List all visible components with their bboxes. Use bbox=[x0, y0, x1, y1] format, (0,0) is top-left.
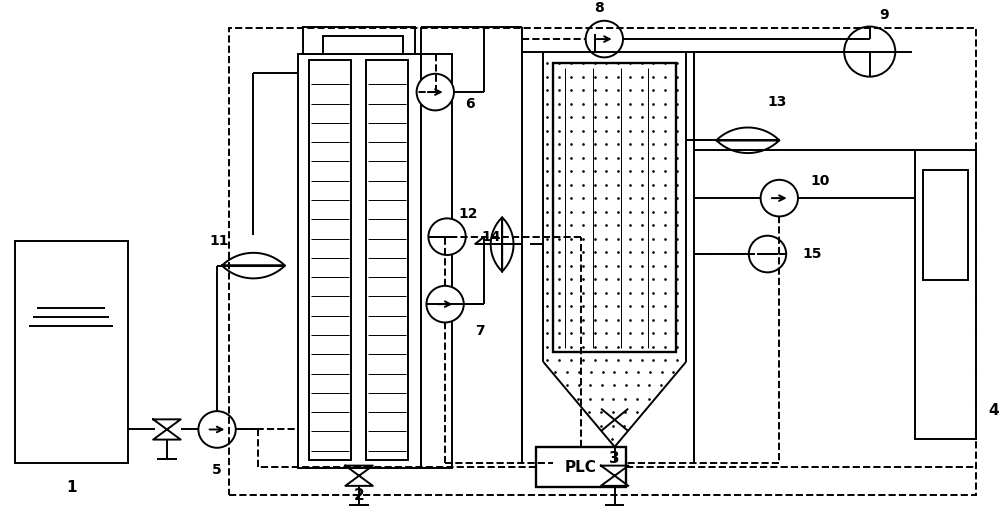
Circle shape bbox=[586, 21, 623, 58]
Circle shape bbox=[844, 26, 895, 77]
Text: 14: 14 bbox=[482, 230, 501, 244]
Text: 2: 2 bbox=[354, 487, 364, 502]
Text: 9: 9 bbox=[880, 8, 889, 22]
Bar bbox=[309, 60, 351, 460]
Text: 12: 12 bbox=[458, 207, 477, 221]
Text: 1: 1 bbox=[66, 480, 76, 495]
Bar bbox=[536, 447, 626, 487]
Text: 10: 10 bbox=[811, 174, 830, 188]
Bar bbox=[923, 170, 968, 280]
Circle shape bbox=[417, 74, 454, 111]
Circle shape bbox=[198, 411, 236, 448]
Bar bbox=[366, 60, 408, 460]
Circle shape bbox=[761, 180, 798, 216]
Text: 8: 8 bbox=[595, 1, 604, 15]
Text: 15: 15 bbox=[802, 247, 821, 261]
Bar bbox=[303, 26, 415, 53]
Text: 7: 7 bbox=[475, 324, 484, 338]
Text: 4: 4 bbox=[988, 403, 999, 418]
Text: 6: 6 bbox=[465, 97, 474, 111]
Bar bbox=[553, 63, 676, 352]
Circle shape bbox=[749, 236, 786, 272]
Bar bbox=[421, 53, 452, 468]
Bar bbox=[229, 28, 976, 495]
Circle shape bbox=[426, 286, 464, 322]
Text: 3: 3 bbox=[609, 451, 620, 466]
Text: 13: 13 bbox=[768, 95, 787, 108]
Bar bbox=[15, 241, 128, 463]
Circle shape bbox=[428, 218, 466, 255]
Text: 11: 11 bbox=[209, 235, 229, 249]
Bar bbox=[323, 36, 403, 53]
Bar bbox=[298, 53, 421, 468]
Text: PLC: PLC bbox=[565, 459, 597, 474]
Bar bbox=[915, 150, 976, 439]
Text: 5: 5 bbox=[212, 463, 222, 477]
